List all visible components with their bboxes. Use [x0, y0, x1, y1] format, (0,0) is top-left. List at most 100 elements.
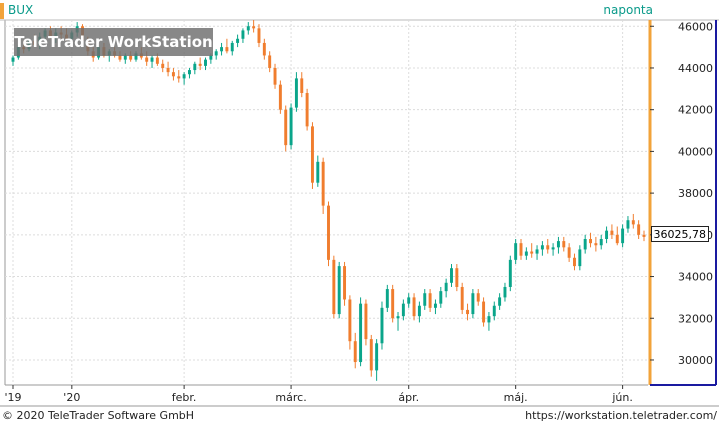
candle-body	[118, 55, 122, 60]
candle-body	[487, 316, 491, 323]
candle-body	[268, 55, 272, 68]
candle-body	[401, 303, 405, 317]
x-tick-label: máj.	[504, 391, 528, 404]
grid	[0, 19, 719, 407]
candle-body	[498, 297, 502, 306]
x-axis: '19 '20 febr. márc. ápr. máj. jún.	[4, 385, 633, 404]
candle-body	[439, 291, 443, 304]
x-tick-label: febr.	[172, 391, 197, 404]
candle-body	[209, 55, 213, 60]
candle-body	[476, 293, 480, 302]
candle-body	[182, 74, 186, 79]
candle-body	[519, 243, 523, 256]
candle-body	[193, 63, 197, 71]
candle-body	[594, 243, 598, 246]
candle-body	[637, 224, 641, 235]
candle-body	[284, 109, 288, 146]
period-label[interactable]: naponta	[603, 3, 653, 17]
site-link[interactable]: https://workstation.teletrader.com/	[525, 409, 717, 422]
candle-body	[460, 286, 464, 310]
candles	[11, 20, 646, 381]
candle-body	[332, 259, 336, 315]
candle-body	[605, 230, 609, 239]
candle-body	[273, 67, 277, 85]
candle-body	[556, 241, 560, 248]
copyright-text: © 2020 TeleTrader Software GmbH	[2, 409, 195, 422]
symbol-accent-bar	[0, 3, 4, 19]
candle-body	[241, 30, 245, 39]
candle-body	[321, 161, 325, 206]
candle-body	[187, 70, 191, 75]
candle-body	[225, 47, 229, 52]
candle-body	[246, 26, 250, 31]
candle-body	[551, 247, 555, 250]
candle-body	[492, 305, 496, 317]
candle-body	[380, 307, 384, 344]
candle-body	[615, 234, 619, 244]
candle-body	[423, 293, 427, 306]
candle-body	[578, 249, 582, 267]
candle-body	[546, 245, 550, 250]
candle-body	[621, 228, 625, 244]
candle-body	[123, 55, 127, 60]
candle-body	[396, 316, 400, 319]
candle-body	[503, 286, 507, 298]
candle-body	[155, 57, 159, 64]
candle-body	[631, 220, 635, 225]
candle-body	[599, 239, 603, 246]
y-tick-label: 30000	[678, 354, 713, 367]
candle-body	[337, 266, 341, 315]
candle-body	[540, 245, 544, 250]
candle-body	[482, 301, 486, 323]
candle-body	[610, 230, 614, 235]
watermark: TeleTrader WorkStation	[14, 28, 213, 56]
candle-body	[236, 38, 240, 43]
y-axis: 3000032000340003600038000400004200044000…	[648, 20, 717, 386]
candle-body	[450, 268, 453, 283]
y-tick-label: 44000	[678, 62, 713, 75]
candle-body	[177, 76, 181, 79]
candle-body	[626, 220, 630, 229]
candle-body	[583, 239, 587, 250]
candle-body	[375, 343, 379, 371]
x-tick-label: márc.	[275, 391, 306, 404]
candle-body	[198, 63, 202, 66]
candle-body	[514, 243, 518, 260]
x-tick-label: jún.	[611, 391, 633, 404]
candle-body	[428, 293, 432, 308]
candle-body	[417, 305, 421, 317]
candle-body	[508, 259, 512, 287]
candle-body	[642, 234, 646, 237]
candle-body	[145, 57, 149, 62]
candle-body	[262, 42, 266, 56]
candle-body	[466, 309, 470, 315]
candle-body	[407, 297, 411, 304]
candle-body	[455, 268, 459, 287]
last-price-label: 36025,78	[651, 226, 709, 243]
y-tick-label: 42000	[678, 104, 713, 117]
candle-body	[300, 78, 304, 93]
candle-body	[567, 247, 571, 258]
candle-body	[305, 93, 309, 127]
x-tick-label: ápr.	[398, 391, 419, 404]
candle-body	[316, 161, 320, 183]
candle-body	[129, 55, 133, 60]
candle-body	[310, 126, 314, 183]
candle-body	[364, 303, 368, 340]
candle-body	[161, 63, 165, 68]
candle-body	[166, 67, 170, 73]
candle-body	[257, 28, 261, 43]
candle-body	[433, 303, 437, 308]
candle-body	[589, 239, 592, 244]
candle-body	[278, 84, 282, 110]
candle-body	[562, 241, 566, 248]
candle-body	[524, 251, 528, 256]
candle-body	[220, 47, 224, 52]
candle-body	[412, 297, 416, 317]
candle-body	[294, 78, 298, 108]
x-tick-label: '19	[4, 391, 21, 404]
candle-body	[214, 51, 218, 56]
symbol-label[interactable]: BUX	[8, 3, 34, 17]
candle-body	[369, 339, 373, 371]
